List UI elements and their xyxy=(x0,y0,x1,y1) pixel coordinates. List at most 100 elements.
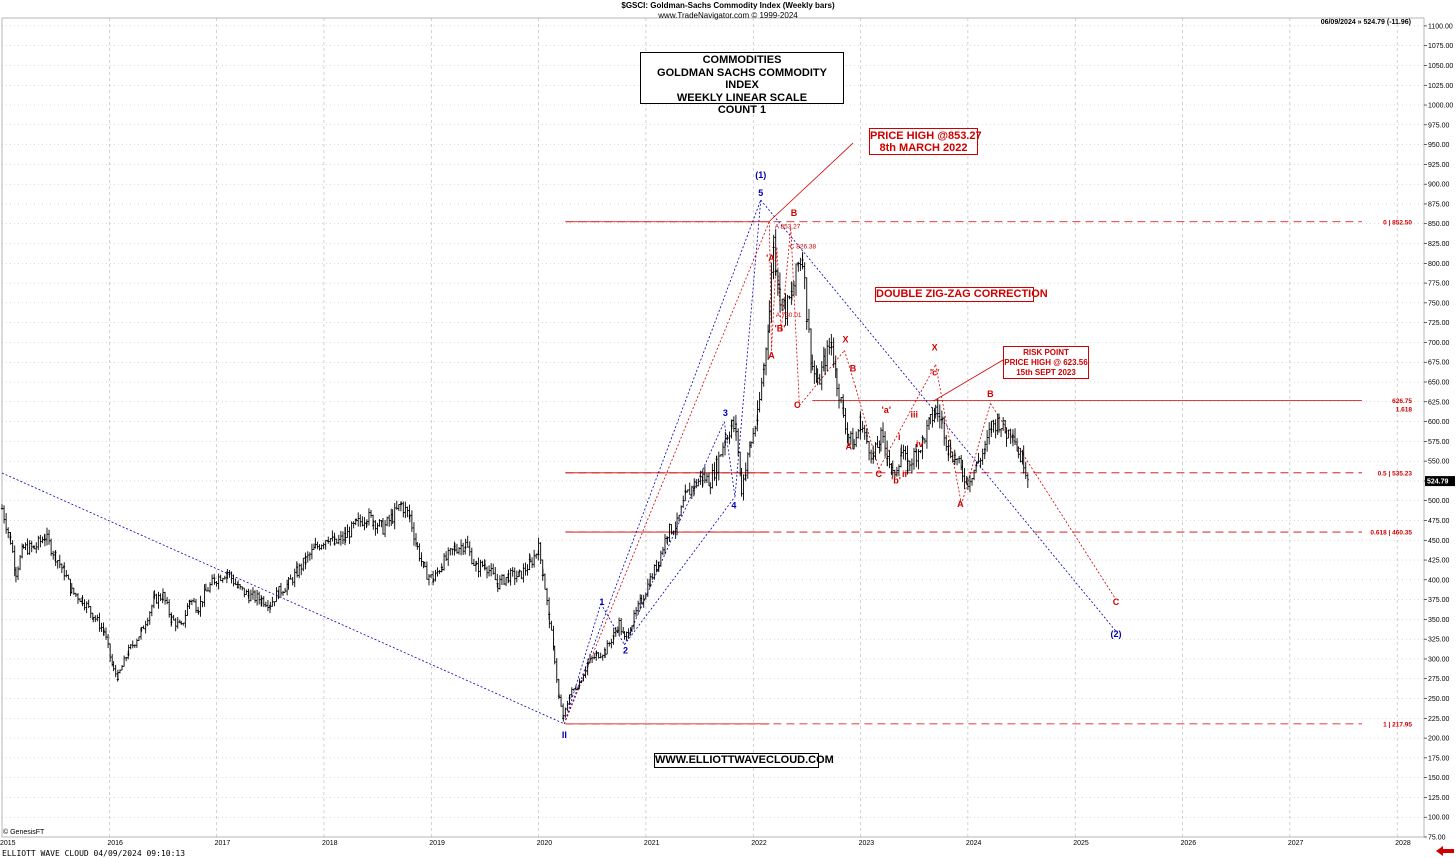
red-wave-label: ii xyxy=(902,469,907,479)
double-zigzag-annotation: DOUBLE ZIG-ZAG CORRECTION xyxy=(875,287,1048,302)
date-axis: 2015 2016 2017 2018 2019 2020 2021 2022 2023 2024… xyxy=(0,840,1411,847)
red-wave-line xyxy=(768,221,772,351)
x-tick-label: 2023 xyxy=(859,840,875,847)
fib-level-label: 626.75 xyxy=(1392,398,1412,405)
blue-wave-line xyxy=(723,421,736,497)
x-tick-label: 2017 xyxy=(215,840,231,847)
y-tick-label: 200.00 xyxy=(1428,736,1450,743)
y-tick-label: 550.00 xyxy=(1428,459,1450,466)
blue-wave-line xyxy=(760,199,1117,632)
risk-point-line-2: PRICE HIGH @ 623.56 xyxy=(1004,358,1088,367)
last-price-label: 524.79 xyxy=(1427,479,1449,486)
blue-wave-line xyxy=(1,472,565,725)
title-line-3: WEEKLY LINEAR SCALE xyxy=(676,91,808,104)
left-arrow-icon[interactable] xyxy=(1436,846,1454,856)
y-tick-label: 150.00 xyxy=(1428,775,1450,782)
price-high-line-1: PRICE HIGH @853.27 xyxy=(870,130,982,142)
price-point-label: C 826.38 xyxy=(790,243,817,250)
y-tick-label: 300.00 xyxy=(1428,656,1450,663)
red-wave-label: C xyxy=(876,469,883,479)
y-tick-label: 350.00 xyxy=(1428,617,1450,624)
x-tick-label: 2016 xyxy=(107,840,123,847)
website-label: WWW.ELLIOTTWAVECLOUD.COM xyxy=(654,753,834,768)
red-wave-label: A xyxy=(846,441,853,451)
x-tick-label: 2015 xyxy=(0,840,16,847)
y-tick-label: 275.00 xyxy=(1428,676,1450,683)
x-tick-label: 2027 xyxy=(1288,840,1304,847)
y-tick-label: 800.00 xyxy=(1428,261,1450,268)
title-line-4: COUNT 1 xyxy=(717,104,767,116)
y-tick-label: 250.00 xyxy=(1428,696,1450,703)
y-tick-label: 625.00 xyxy=(1428,399,1450,406)
red-wave-label: C xyxy=(1113,597,1120,607)
y-tick-label: 475.00 xyxy=(1428,518,1450,525)
red-callout-line xyxy=(769,142,854,222)
y-tick-label: 575.00 xyxy=(1428,439,1450,446)
red-wave-label: iv xyxy=(916,439,924,449)
blue-wave-line xyxy=(563,199,762,724)
y-tick-label: 600.00 xyxy=(1428,419,1450,426)
fib-level-label: 0.618 | 460.35 xyxy=(1370,530,1412,537)
red-wave-label: B xyxy=(791,208,798,218)
red-wave-line xyxy=(780,227,792,331)
y-tick-label: 75.00 xyxy=(1428,835,1446,842)
blue-wave-label: II xyxy=(562,730,567,740)
data-provider-credit: © GenesisFT xyxy=(3,829,45,836)
red-wave-line xyxy=(961,403,991,505)
y-tick-label: 500.00 xyxy=(1428,498,1450,505)
price-axis: 75.00 100.00 125.00 150.00 175.00 200.00 225.0… xyxy=(1424,23,1455,842)
blue-wave-line xyxy=(734,199,762,497)
red-wave-label: X xyxy=(843,334,849,344)
x-tick-label: 2018 xyxy=(322,840,338,847)
y-tick-label: 425.00 xyxy=(1428,558,1450,565)
red-wave-label: 'b' xyxy=(891,475,901,485)
red-wave-line xyxy=(790,227,800,406)
red-callout-line xyxy=(933,353,1015,402)
price-bar xyxy=(1026,473,1030,489)
red-wave-label: 'B' xyxy=(775,323,786,333)
risk-point-line-1: RISK POINT xyxy=(1023,348,1069,357)
title-line-1: COMMODITIES xyxy=(702,54,782,66)
y-tick-label: 325.00 xyxy=(1428,637,1450,644)
y-tick-label: 950.00 xyxy=(1428,142,1450,149)
blue-wave-line xyxy=(624,496,736,645)
blue-wave-label: 3 xyxy=(723,408,728,418)
y-tick-label: 975.00 xyxy=(1428,122,1450,129)
y-tick-label: 650.00 xyxy=(1428,380,1450,387)
fib-level-label-2: 1.618 xyxy=(1396,406,1413,413)
wave-labels: II12345(1)(2)'A''B'ABCXBAC'a''b'iiiiiiiv… xyxy=(562,170,1122,740)
y-tick-label: 125.00 xyxy=(1428,795,1450,802)
red-wave-label: A xyxy=(768,350,775,360)
red-wave-line xyxy=(563,221,770,724)
blue-wave-label: (1) xyxy=(755,170,766,180)
x-tick-label: 2028 xyxy=(1395,840,1411,847)
last-price-readout: 06/09/2024 » 524.79 (-11.96) xyxy=(1320,19,1411,26)
risk-point-annotation: RISK POINT PRICE HIGH @ 623.56 15th SEPT… xyxy=(1003,346,1089,379)
red-wave-label: X xyxy=(932,342,938,352)
title-line-2: GOLDMAN SACHS COMMODITY INDEX xyxy=(657,66,827,92)
chart-grid xyxy=(1,17,1425,838)
y-tick-label: 1025.00 xyxy=(1428,83,1453,90)
chart-source: www.TradeNavigator.com © 1999-2024 xyxy=(658,11,798,20)
y-tick-label: 450.00 xyxy=(1428,538,1450,545)
y-tick-label: 1000.00 xyxy=(1428,103,1453,110)
x-tick-label: 2021 xyxy=(644,840,660,847)
y-tick-label: 825.00 xyxy=(1428,241,1450,248)
y-tick-label: 375.00 xyxy=(1428,597,1450,604)
y-tick-label: 225.00 xyxy=(1428,716,1450,723)
price-high-line-2: 8th MARCH 2022 xyxy=(879,142,968,154)
price-point-label: A 730.01 xyxy=(776,312,802,319)
y-tick-label: 175.00 xyxy=(1428,755,1450,762)
fib-level-label: 1 | 217.95 xyxy=(1383,721,1412,728)
price-bars xyxy=(0,229,1030,722)
risk-point-line-3: 15th SEPT 2023 xyxy=(1016,368,1076,377)
y-tick-label: 100.00 xyxy=(1428,815,1450,822)
red-wave-label: 'c' xyxy=(930,368,939,378)
x-tick-label: 2022 xyxy=(751,840,767,847)
y-tick-label: 1050.00 xyxy=(1428,63,1453,70)
y-tick-label: 775.00 xyxy=(1428,281,1450,288)
y-tick-label: 675.00 xyxy=(1428,360,1450,367)
y-tick-label: 400.00 xyxy=(1428,577,1450,584)
blue-wave-label: (2) xyxy=(1110,629,1121,639)
red-wave-line xyxy=(990,403,1117,600)
